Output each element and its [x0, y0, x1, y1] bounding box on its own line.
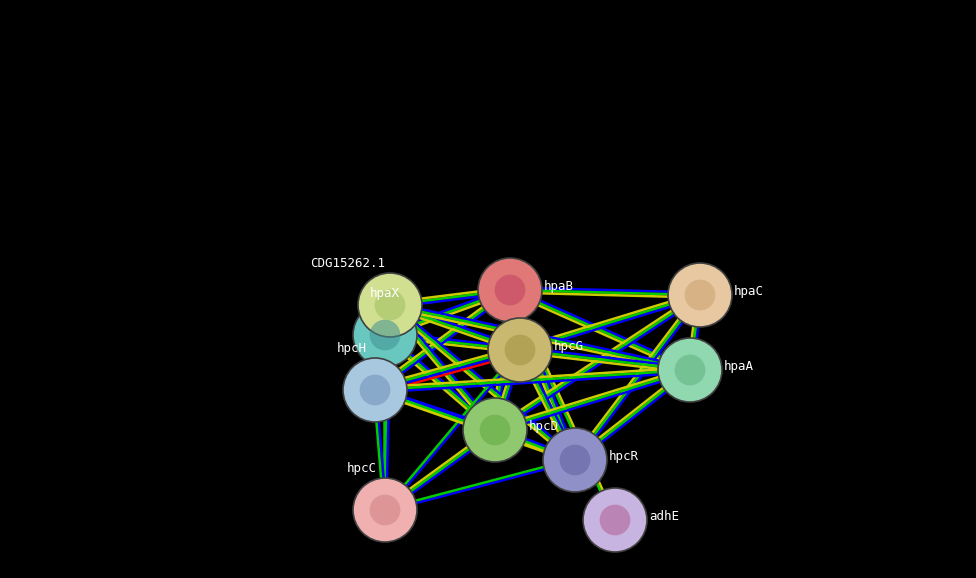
Text: hpaB: hpaB: [544, 280, 574, 293]
Circle shape: [599, 505, 630, 535]
Circle shape: [658, 338, 722, 402]
Circle shape: [353, 478, 417, 542]
Circle shape: [359, 375, 390, 405]
Circle shape: [479, 414, 510, 446]
Circle shape: [543, 428, 607, 492]
Circle shape: [370, 495, 400, 525]
Text: hpcC: hpcC: [347, 462, 377, 475]
Circle shape: [505, 335, 536, 365]
Text: hpcH: hpcH: [337, 342, 367, 355]
Circle shape: [495, 275, 525, 305]
Circle shape: [488, 318, 552, 382]
Text: hpaA: hpaA: [724, 360, 754, 373]
Text: hpcD: hpcD: [529, 420, 559, 433]
Circle shape: [463, 398, 527, 462]
Circle shape: [370, 320, 400, 350]
Text: adhE: adhE: [649, 510, 679, 523]
Text: hpcR: hpcR: [609, 450, 639, 463]
Text: hpaC: hpaC: [734, 285, 764, 298]
Circle shape: [668, 263, 732, 327]
Circle shape: [375, 290, 405, 320]
Circle shape: [559, 444, 590, 475]
Text: hpaX: hpaX: [370, 287, 400, 300]
Circle shape: [684, 280, 715, 310]
Text: hpcG: hpcG: [554, 340, 584, 353]
Circle shape: [674, 355, 706, 386]
Circle shape: [358, 273, 422, 337]
Circle shape: [478, 258, 542, 322]
Text: CDG15262.1: CDG15262.1: [310, 257, 385, 270]
Circle shape: [583, 488, 647, 552]
Circle shape: [343, 358, 407, 422]
Circle shape: [353, 303, 417, 367]
